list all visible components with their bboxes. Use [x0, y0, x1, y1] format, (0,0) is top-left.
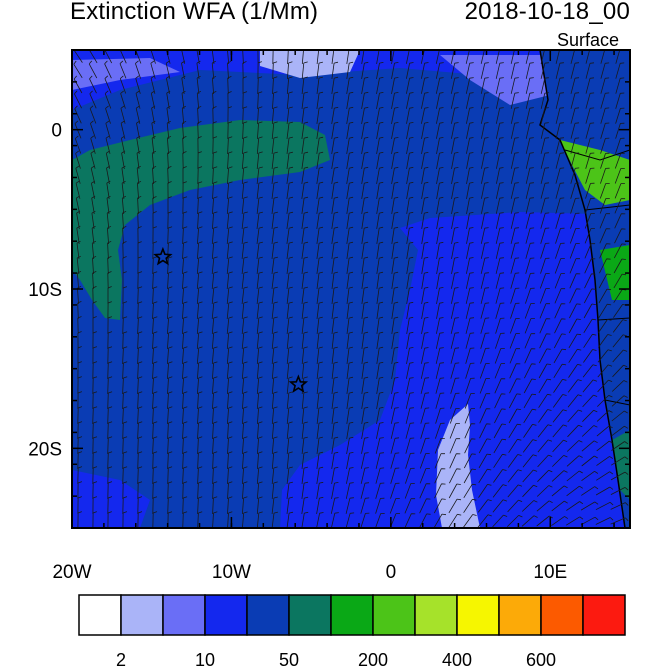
colorbar-label: 400: [441, 650, 473, 670]
y-tick-label: 10S: [28, 280, 62, 301]
colorbar-svg: [78, 594, 626, 636]
x-tick-label: 10E: [533, 562, 567, 583]
colorbar-label: 50: [278, 650, 300, 670]
field-southwest-patch: [72, 470, 150, 528]
station-markers: [153, 246, 309, 393]
country-borders: [564, 149, 630, 406]
y-tick-label: 0: [51, 121, 62, 142]
colorbar-swatch: [246, 594, 290, 636]
colorbar-swatch: [330, 594, 374, 636]
axes: 20W 10W 0 10E 0 10S 20S: [28, 49, 630, 583]
colorbar-swatch: [120, 594, 164, 636]
colorbar-swatch: [582, 594, 626, 636]
field-light-streak: [436, 404, 480, 528]
map-title: Extinction WFA (1/Mm): [70, 0, 319, 25]
field-plume: [72, 120, 330, 320]
level-label: Surface: [557, 30, 620, 50]
field-north-west-light: [72, 58, 180, 90]
map-datetime: 2018-10-18_00: [464, 0, 630, 25]
field-north-east-light: [440, 55, 560, 105]
colorbar-swatch: [288, 594, 332, 636]
colorbar-label: 600: [525, 650, 557, 670]
wind-barb-field: [73, 50, 629, 528]
x-tick-label: 0: [386, 562, 397, 583]
field-north-light: [260, 50, 360, 78]
colorbar-swatch: [456, 594, 500, 636]
colorbar-swatch: [204, 594, 248, 636]
colorbar-swatch: [498, 594, 542, 636]
colorbar-label: 10: [194, 650, 216, 670]
x-tick-label: 20W: [52, 562, 91, 583]
wind-barbs: [73, 50, 629, 528]
colorbar-swatch: [162, 594, 206, 636]
coastline: [539, 50, 626, 528]
x-tick-label: 10W: [212, 562, 251, 583]
station-1-star-icon: [153, 246, 173, 266]
colorbar: [78, 594, 626, 636]
y-tick-label: 20S: [28, 439, 62, 460]
station-2-star-icon: [288, 374, 309, 393]
colorbar-swatch: [414, 594, 458, 636]
colorbar-swatch: [372, 594, 416, 636]
colorbar-swatch: [78, 594, 122, 636]
colorbar-label: 2: [115, 650, 127, 670]
field-layer: [72, 50, 630, 528]
field-southeast-lobe: [280, 212, 630, 528]
colorbar-swatch: [540, 594, 584, 636]
colorbar-label: 200: [357, 650, 389, 670]
